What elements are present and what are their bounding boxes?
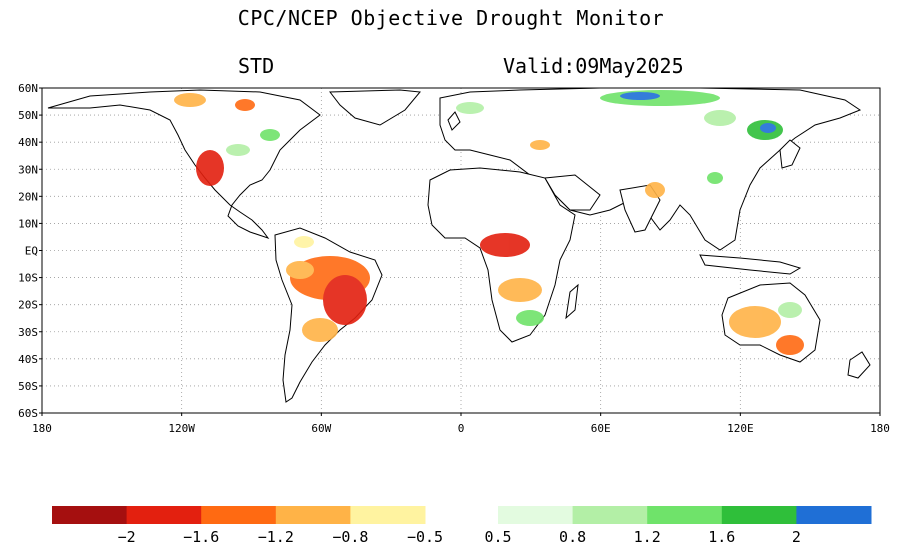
anomaly-canada (174, 93, 206, 107)
colorbar-swatch-wet (796, 506, 872, 524)
lat-tick-label: 30S (18, 326, 38, 339)
colorbar-swatch-dry (126, 506, 202, 524)
valid-date-label: Valid:09May2025 (503, 54, 684, 78)
anomaly-australia-west (729, 306, 781, 338)
madagascar (565, 283, 579, 320)
anomaly-us-east (260, 129, 280, 141)
british-isles (447, 111, 461, 131)
anomaly-us-midwest (226, 144, 250, 156)
colorbar-swatch-wet (721, 506, 797, 524)
lat-tick-label: 50N (18, 109, 38, 122)
colorbar-label: −0.5 (407, 528, 443, 546)
land-masses (47, 88, 871, 403)
anomaly-india (645, 182, 665, 198)
anomaly-amazon (286, 261, 314, 279)
lat-tick-label: 50S (18, 380, 38, 393)
colorbar-label: 0.8 (559, 528, 586, 546)
colorbar-swatch-dry (350, 506, 426, 524)
lat-tick-label: 30N (18, 163, 38, 176)
colorbar-label: 1.2 (634, 528, 661, 546)
colorbar-swatch-wet (647, 506, 723, 524)
variable-label: STD (238, 54, 275, 78)
map-title: CPC/NCEP Objective Drought Monitor (237, 6, 665, 30)
anomaly-argentina (302, 318, 338, 342)
colorbar-swatch-dry (275, 506, 351, 524)
lat-tick-label: 10N (18, 217, 38, 230)
anomaly-canada-east (235, 99, 255, 111)
anomaly-brazil-central (323, 275, 367, 325)
longitude-axis: 180 120W 60W 0 60E 120E 180 (32, 413, 890, 435)
lon-tick-label: 120W (168, 422, 195, 435)
arabia (544, 174, 601, 211)
anomaly-venezuela (294, 236, 314, 248)
anomaly-south-africa (516, 310, 544, 326)
anomaly-turkey (530, 140, 550, 150)
anomaly-australia-se (776, 335, 804, 355)
new-zealand (847, 351, 871, 379)
colorbar-swatch-wet (498, 506, 574, 524)
colorbar-swatch-dry (52, 506, 128, 524)
colorbar-swatch-dry (201, 506, 277, 524)
lat-tick-label: 20N (18, 190, 38, 203)
lon-tick-label: 60E (591, 422, 611, 435)
anomaly-europe (456, 102, 484, 114)
lat-tick-label: 60S (18, 407, 38, 420)
anomaly-central-africa (480, 233, 530, 257)
colorbar: −2 −1.6 −1.2 −0.8 −0.5 0.5 0.8 1.2 1.6 2 (52, 506, 872, 546)
japan (779, 139, 801, 169)
anomaly-ne-china-wet (760, 123, 776, 133)
indonesia (699, 254, 802, 275)
colorbar-label: 0.5 (484, 528, 511, 546)
lon-tick-label: 60W (311, 422, 331, 435)
lat-tick-label: 40N (18, 136, 38, 149)
colorbar-label: 2 (792, 528, 801, 546)
anomaly-siberia-wet (620, 92, 660, 100)
lon-tick-label: 180 (32, 422, 52, 435)
lat-tick-label: EQ (25, 245, 38, 258)
colorbar-label: 1.6 (708, 528, 735, 546)
lat-tick-label: 20S (18, 299, 38, 312)
anomaly-australia-east (778, 302, 802, 318)
anomaly-mongolia (704, 110, 736, 126)
lon-tick-label: 180 (870, 422, 890, 435)
colorbar-swatch-wet (572, 506, 648, 524)
lat-tick-label: 10S (18, 272, 38, 285)
colorbar-label: −1.6 (183, 528, 219, 546)
north-america (47, 89, 321, 239)
anomaly-south-china (707, 172, 723, 184)
greenland (329, 89, 421, 126)
anomaly-siberia (600, 90, 720, 106)
anomaly-patches (174, 90, 804, 355)
lon-tick-label: 120E (727, 422, 754, 435)
latitude-axis: 60N 50N 40N 30N 20N 10N EQ 10S 20S 30S 40S 50S 60S (18, 82, 42, 420)
lat-tick-label: 40S (18, 353, 38, 366)
lat-tick-label: 60N (18, 82, 38, 95)
anomaly-sw-us (196, 150, 224, 186)
anomaly-southern-africa (498, 278, 542, 302)
colorbar-label: −0.8 (332, 528, 368, 546)
colorbar-label: −2 (118, 528, 136, 546)
colorbar-label: −1.2 (258, 528, 294, 546)
lon-tick-label: 0 (458, 422, 465, 435)
